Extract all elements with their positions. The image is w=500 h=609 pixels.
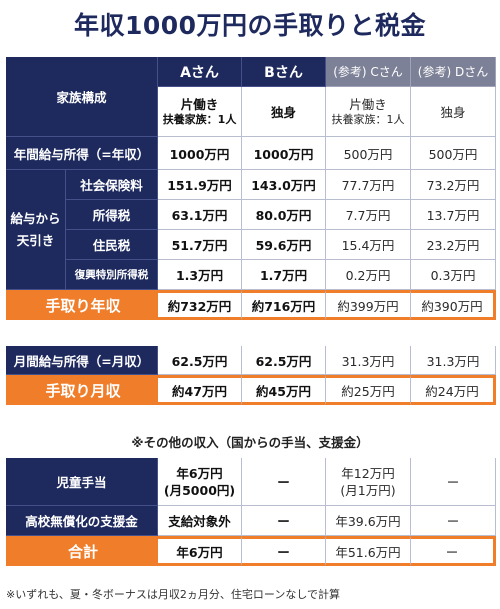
footnote: ※いずれも、夏・冬ボーナスは月収2ヵ月分、住宅ローンなしで計算	[6, 588, 341, 601]
annual-income-label: 年間給与所得（=年収）	[6, 137, 159, 170]
monthly-income-c: 31.3万円	[326, 346, 411, 375]
take-home-monthly-d: 約24万円	[411, 375, 496, 405]
header-person-a: Aさん	[158, 57, 243, 87]
deduction-d: 0.3万円	[411, 260, 497, 290]
child-allowance-d: ー	[411, 458, 496, 506]
tuition-support-d: ー	[411, 506, 496, 536]
deduction-a: 1.3万円	[158, 260, 243, 290]
monthly-income-b: 62.5万円	[242, 346, 326, 375]
annual-income-c: 500万円	[326, 137, 412, 170]
family-c: 片働き 扶養家族：1人	[326, 87, 412, 137]
deduction-c: 0.2万円	[326, 260, 412, 290]
take-home-monthly-c: 約25万円	[326, 375, 411, 405]
take-home-annual-b: 約716万円	[242, 290, 327, 320]
child-allowance-label: 児童手当	[6, 458, 158, 506]
deduction-b: 143.0万円	[242, 170, 327, 200]
take-home-annual-label: 手取り年収	[6, 290, 159, 320]
child-allowance-b: ー	[242, 458, 326, 506]
take-home-monthly-b: 約45万円	[242, 375, 326, 405]
deduction-a: 151.9万円	[158, 170, 243, 200]
deduction-d: 13.7万円	[411, 200, 497, 230]
monthly-table: 月間給与所得（=月収） 62.5万円 62.5万円 31.3万円 31.3万円 …	[6, 346, 496, 405]
page-title: 年収1000万円の手取りと税金	[73, 11, 427, 40]
total-label: 合計	[6, 536, 158, 566]
total-c: 年51.6万円	[326, 536, 411, 566]
deduction-a: 63.1万円	[158, 200, 243, 230]
tax-comparison-table: 家族構成 Aさん Bさん (参考) Cさん (参考) Dさん 片働き 扶養家族：…	[6, 57, 497, 320]
header-person-d: (参考) Dさん	[411, 57, 497, 87]
tuition-support-b: ー	[242, 506, 326, 536]
family-b: 独身	[242, 87, 327, 137]
monthly-income-label: 月間給与所得（=月収）	[6, 346, 158, 375]
deduction-b: 1.7万円	[242, 260, 327, 290]
tuition-support-c: 年39.6万円	[326, 506, 411, 536]
deduction-d: 23.2万円	[411, 230, 497, 260]
total-b: ー	[242, 536, 326, 566]
child-allowance-c: 年12万円 (月1万円)	[326, 458, 411, 506]
deduction-b: 80.0万円	[242, 200, 327, 230]
other-income-title: ※その他の収入（国からの手当、支援金）	[131, 435, 369, 450]
deduction-label: 所得税	[66, 200, 159, 230]
take-home-annual-c: 約399万円	[326, 290, 412, 320]
header-person-c: (参考) Cさん	[326, 57, 412, 87]
take-home-monthly-a: 約47万円	[158, 375, 242, 405]
total-a: 年6万円	[158, 536, 242, 566]
deduction-b: 59.6万円	[242, 230, 327, 260]
other-income-table: 児童手当 年6万円 (月5000円) ー 年12万円 (月1万円) ー 高校無償…	[6, 458, 496, 566]
family-a: 片働き 扶養家族：1人	[158, 87, 243, 137]
annual-income-b: 1000万円	[242, 137, 327, 170]
annual-income-a: 1000万円	[158, 137, 243, 170]
child-allowance-a: 年6万円 (月5000円)	[158, 458, 242, 506]
deduction-label: 住民税	[66, 230, 159, 260]
deduction-c: 77.7万円	[326, 170, 412, 200]
take-home-monthly-label: 手取り月収	[6, 375, 158, 405]
take-home-annual-d: 約390万円	[411, 290, 497, 320]
deduction-a: 51.7万円	[158, 230, 243, 260]
monthly-income-d: 31.3万円	[411, 346, 496, 375]
monthly-income-a: 62.5万円	[158, 346, 242, 375]
deduction-label: 復興特別所得税	[66, 260, 159, 290]
take-home-annual-a: 約732万円	[158, 290, 243, 320]
tuition-support-label: 高校無償化の支援金	[6, 506, 158, 536]
annual-income-d: 500万円	[411, 137, 497, 170]
family-d: 独身	[411, 87, 497, 137]
deduction-c: 15.4万円	[326, 230, 412, 260]
deductions-group-label: 給与から 天引き	[6, 170, 66, 290]
header-person-b: Bさん	[242, 57, 327, 87]
deduction-label: 社会保険料	[66, 170, 159, 200]
deduction-c: 7.7万円	[326, 200, 412, 230]
family-structure-label: 家族構成	[6, 57, 159, 137]
total-d: ー	[411, 536, 496, 566]
deduction-d: 73.2万円	[411, 170, 497, 200]
tuition-support-a: 支給対象外	[158, 506, 242, 536]
